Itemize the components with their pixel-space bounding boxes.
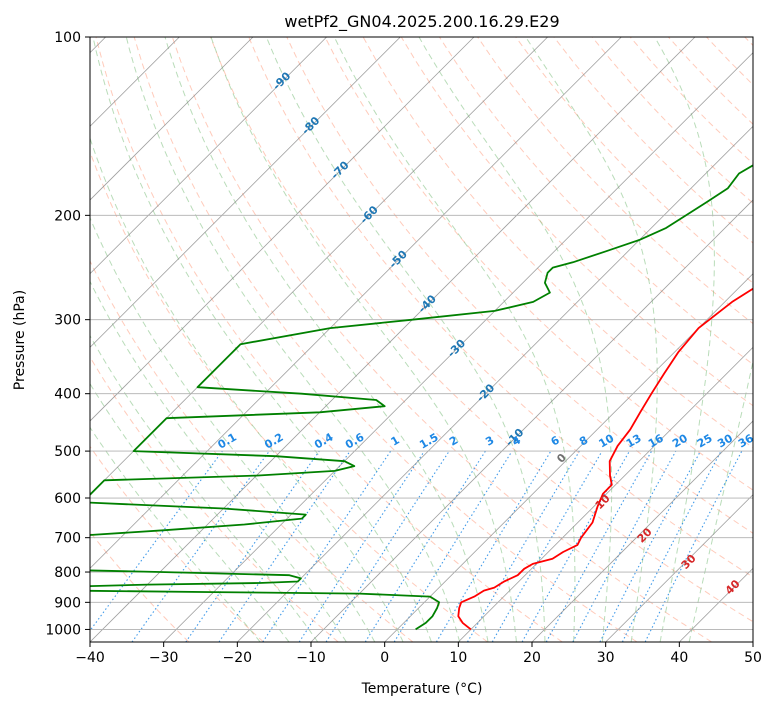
dry-adiabat <box>90 445 264 642</box>
dry-adiabat <box>90 356 339 642</box>
x-axis-label: Temperature (°C) <box>361 681 483 697</box>
x-tick-label: 20 <box>523 650 541 666</box>
dry-adiabat <box>210 37 753 623</box>
dry-adiabat <box>95 37 563 642</box>
moist-adiabat <box>90 334 319 642</box>
y-tick-label: 900 <box>54 595 81 611</box>
y-tick-label: 1000 <box>45 622 81 638</box>
moist-adiabat <box>90 426 261 642</box>
isotherm-line <box>90 37 327 275</box>
isotherm-line <box>163 52 753 642</box>
isotherm-line <box>531 420 753 642</box>
y-tick-label: 500 <box>54 444 81 460</box>
mixing-ratio-line <box>262 450 392 642</box>
y-tick-label: 300 <box>54 313 81 329</box>
moist-adiabat <box>418 37 613 642</box>
background-lines <box>90 37 753 642</box>
dry-adiabat <box>90 259 414 642</box>
mixing-ratio-line <box>131 450 270 642</box>
mixing-ratio-line <box>572 450 677 642</box>
mixing-ratio-line <box>545 450 653 642</box>
profile-lines <box>90 164 753 631</box>
dry-adiabat <box>286 37 753 534</box>
moist-adiabat <box>90 382 290 642</box>
dry-adiabat <box>324 37 753 491</box>
mixing-ratio-line <box>298 450 425 642</box>
moist-adiabat <box>210 37 517 642</box>
mixing-ratio-line <box>521 450 630 642</box>
x-tick-label: −10 <box>296 650 326 666</box>
moist-adiabat <box>688 358 753 642</box>
isotherm-line <box>237 125 753 642</box>
moist-adiabat <box>333 37 576 642</box>
x-tick-label: 40 <box>670 650 688 666</box>
isotherm-line <box>90 37 622 569</box>
y-tick-label: 400 <box>54 387 81 403</box>
x-tick-label: 0 <box>380 650 389 666</box>
mixing-ratio-line <box>90 450 223 632</box>
dry-adiabat <box>248 37 753 578</box>
chart-title: wetPf2_GN04.2025.200.16.29.E29 <box>284 12 559 32</box>
x-tick-label: 30 <box>597 650 615 666</box>
isotherm-line <box>90 37 696 642</box>
y-tick-label: 100 <box>54 30 81 46</box>
isotherm-line <box>458 346 753 642</box>
x-tick-label: 10 <box>449 650 467 666</box>
dewpoint-profile <box>90 164 753 631</box>
y-tick-label: 800 <box>54 565 81 581</box>
x-tick-label: 50 <box>744 650 762 666</box>
x-tick-label: −30 <box>149 650 179 666</box>
isotherm-line <box>90 37 254 201</box>
plot-frame <box>89 36 754 643</box>
y-axis-label: Pressure (hPa) <box>12 290 28 390</box>
x-tick-label: −20 <box>223 650 253 666</box>
y-tick-label: 700 <box>54 531 81 547</box>
x-tick-label: −40 <box>75 650 105 666</box>
x-axis: −40 −30 −20 −10 0 10 20 30 40 50 <box>75 642 762 666</box>
mixing-ratio-line <box>185 450 320 642</box>
moist-adiabat <box>92 37 432 642</box>
plot-area <box>90 37 753 642</box>
mixing-ratio-line <box>218 450 351 642</box>
isotherm-line <box>90 37 475 422</box>
mixing-ratio-line <box>325 450 450 642</box>
moist-adiabat <box>90 136 404 642</box>
isotherm-line <box>310 199 753 642</box>
moist-adiabat <box>90 216 376 642</box>
isotherm-line <box>384 273 753 642</box>
moist-adiabat <box>654 37 715 642</box>
moist-adiabat <box>525 37 658 642</box>
y-axis: 100 200 300 400 500 600 700 800 900 1000 <box>45 30 90 638</box>
isotherm-line <box>90 37 401 348</box>
moist-adiabat <box>265 37 546 642</box>
moist-adiabat <box>90 280 347 642</box>
moist-adiabat <box>164 37 489 642</box>
moist-adiabat <box>125 37 461 642</box>
dry-adiabat <box>171 37 712 642</box>
temperature-profile <box>457 287 753 631</box>
mixing-ratio-line <box>393 450 513 642</box>
y-tick-label: 200 <box>54 208 81 224</box>
dry-adiabat <box>515 37 753 284</box>
y-tick-label: 600 <box>54 491 81 507</box>
mixing-ratio-line <box>644 450 743 642</box>
isotherm-line <box>90 37 548 496</box>
isotherm-line <box>605 494 753 642</box>
